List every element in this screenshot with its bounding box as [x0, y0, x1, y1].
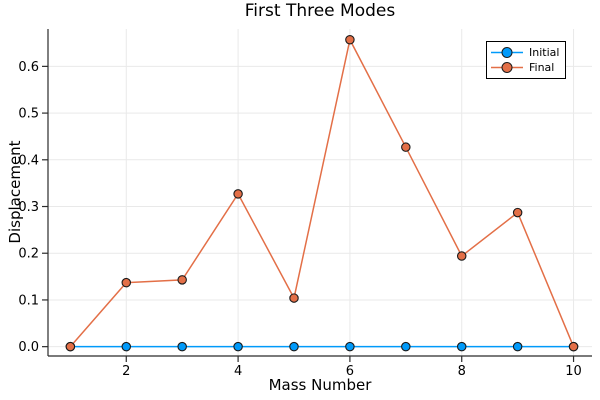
series-final-marker: [512, 207, 523, 218]
chart-title: First Three Modes: [244, 1, 396, 21]
y-tick-label: 0.0: [18, 340, 39, 355]
series-initial-marker: [345, 341, 355, 352]
series-final-marker: [456, 251, 467, 261]
y-axis-label: Displacement: [6, 140, 24, 244]
series-initial-marker: [233, 341, 243, 352]
series-initial-marker: [512, 341, 523, 352]
series-initial-marker: [177, 341, 187, 352]
legend-final-line-marker-icon: [491, 62, 523, 73]
y-tick-label: 0.6: [18, 60, 39, 75]
legend-final-label: Final: [529, 60, 555, 74]
series-final-marker: [568, 341, 579, 352]
x-tick-label: 4: [234, 364, 242, 379]
x-tick-label: 10: [565, 364, 582, 379]
x-tick-label: 8: [458, 364, 466, 379]
x-tick-label: 6: [346, 364, 354, 379]
legend-entry-initial: Initial: [490, 46, 559, 60]
legend-initial-line-marker-icon: [491, 47, 523, 58]
y-tick-label: 0.2: [18, 247, 39, 262]
legend-entry-final: Final: [490, 61, 559, 75]
x-axis-label: Mass Number: [268, 376, 372, 394]
series-initial-marker: [401, 341, 411, 352]
series-initial-marker: [121, 341, 132, 352]
series-initial-marker: [289, 341, 299, 352]
x-tick-label: 2: [122, 364, 130, 379]
y-tick-label: 0.1: [18, 293, 39, 308]
series-initial-marker: [456, 341, 467, 352]
series-final-marker: [65, 341, 76, 352]
legend: Initial Final: [486, 41, 567, 79]
y-tick-label: 0.4: [18, 153, 39, 168]
series-final-marker: [177, 275, 187, 285]
y-tick-label: 0.3: [18, 200, 39, 215]
series-final-marker: [289, 293, 299, 303]
series-final-marker: [233, 189, 243, 199]
series-final-line: [69, 37, 575, 348]
y-tick-label: 0.5: [18, 107, 39, 122]
series-final-marker: [345, 34, 355, 45]
series-final-marker: [121, 277, 132, 288]
legend-initial-label: Initial: [529, 45, 560, 59]
series-final-marker: [401, 142, 411, 152]
